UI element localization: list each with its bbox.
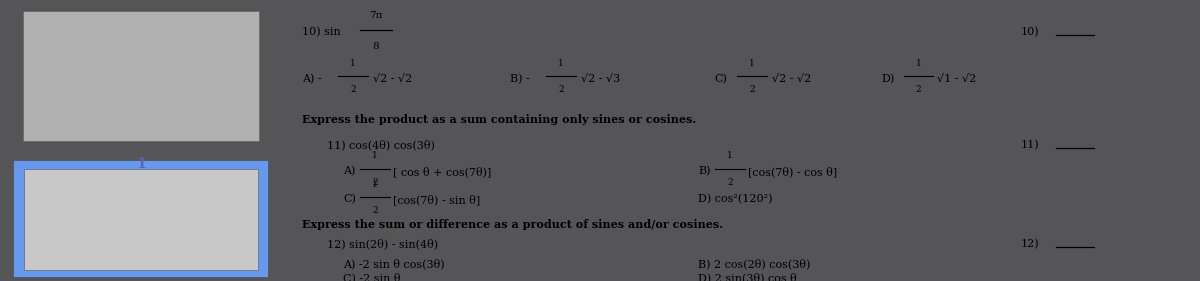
Text: B) -: B) - — [510, 74, 530, 84]
Text: C): C) — [714, 74, 727, 84]
Text: 2: 2 — [727, 178, 733, 187]
Text: 11) cos(4θ) cos(3θ): 11) cos(4θ) cos(3θ) — [326, 139, 434, 150]
Text: 1: 1 — [372, 151, 378, 160]
Text: 2: 2 — [372, 206, 378, 215]
Text: 1: 1 — [372, 180, 378, 189]
Text: [cos(7θ) - cos θ]: [cos(7θ) - cos θ] — [748, 166, 838, 177]
Text: Express the sum or difference as a product of sines and/or cosines.: Express the sum or difference as a produ… — [302, 219, 724, 230]
Text: A) -2 sin θ cos(3θ): A) -2 sin θ cos(3θ) — [343, 258, 445, 269]
Text: A) -: A) - — [302, 74, 322, 84]
Text: 8: 8 — [372, 42, 379, 51]
FancyBboxPatch shape — [23, 11, 259, 141]
Text: 1: 1 — [749, 59, 755, 68]
Text: 1: 1 — [727, 151, 733, 160]
Text: 2: 2 — [372, 178, 378, 187]
Text: [ cos θ + cos(7θ)]: [ cos θ + cos(7θ)] — [392, 166, 491, 177]
Text: 1: 1 — [558, 59, 564, 68]
Text: 2: 2 — [350, 85, 356, 94]
Text: 2: 2 — [558, 85, 564, 94]
Text: 12): 12) — [1020, 239, 1039, 249]
Text: √2 - √3: √2 - √3 — [581, 74, 620, 84]
Text: √1 - √2: √1 - √2 — [937, 74, 977, 84]
Text: Express the product as a sum containing only sines or cosines.: Express the product as a sum containing … — [302, 114, 697, 125]
Text: 1: 1 — [136, 157, 146, 171]
Text: A): A) — [343, 166, 355, 176]
Text: 11): 11) — [1020, 140, 1039, 150]
Text: 10): 10) — [1020, 27, 1039, 37]
Text: 1: 1 — [916, 59, 922, 68]
Text: 12) sin(2θ) - sin(4θ): 12) sin(2θ) - sin(4θ) — [326, 239, 438, 249]
FancyBboxPatch shape — [16, 163, 266, 275]
Text: 1: 1 — [350, 59, 356, 68]
Text: √2 - √2: √2 - √2 — [373, 74, 413, 84]
Text: D): D) — [882, 74, 895, 84]
Text: C) -2 sin θ: C) -2 sin θ — [343, 273, 401, 281]
FancyBboxPatch shape — [24, 169, 258, 270]
Text: D) cos²(120²): D) cos²(120²) — [698, 194, 773, 205]
Text: B) 2 cos(2θ) cos(3θ): B) 2 cos(2θ) cos(3θ) — [698, 258, 810, 269]
Text: [cos(7θ) - sin θ]: [cos(7θ) - sin θ] — [392, 194, 480, 205]
Text: C): C) — [343, 194, 356, 205]
Text: 7π: 7π — [370, 11, 383, 20]
Text: 2: 2 — [749, 85, 755, 94]
Text: √2 - √2: √2 - √2 — [772, 74, 811, 84]
Text: B): B) — [698, 166, 710, 176]
Text: 10) sin: 10) sin — [302, 27, 341, 37]
Text: 2: 2 — [916, 85, 922, 94]
Text: D) 2 sin(3θ) cos θ: D) 2 sin(3θ) cos θ — [698, 273, 797, 281]
